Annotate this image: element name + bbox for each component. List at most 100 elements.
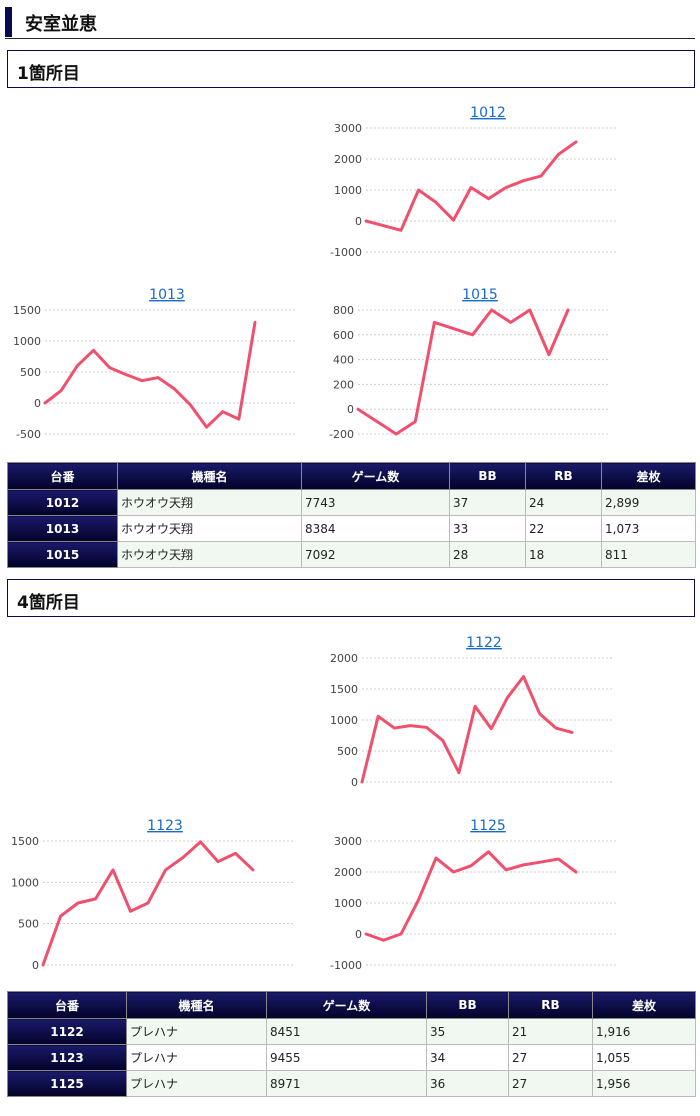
chart-1012: 1012 3000 2000 1000 0 -1000 xyxy=(322,100,616,260)
y-tick-label: 500 xyxy=(18,918,39,931)
unit-number: 1123 xyxy=(7,1044,127,1071)
chart-title[interactable]: 1122 xyxy=(466,635,502,651)
medal-diff: 1,055 xyxy=(592,1044,696,1071)
chart-svg: 1123 1500 1000 500 0 xyxy=(11,818,293,972)
chart-title[interactable]: 1123 xyxy=(147,818,183,834)
chart-1125: 1125 3000 2000 1000 0 -1000 xyxy=(322,813,622,973)
series-line xyxy=(41,840,255,967)
y-tick-label: 1000 xyxy=(11,876,39,889)
y-tick-label: 3000 xyxy=(334,835,362,848)
col-header-unit: 台番 xyxy=(7,462,118,490)
col-header-bb: BB xyxy=(449,462,526,490)
y-tick-label: 800 xyxy=(333,304,354,317)
chart-svg: 1015 800 600 400 200 0 -200 xyxy=(329,287,608,441)
page-heading: 安室並恵 xyxy=(5,5,695,39)
chart-title[interactable]: 1013 xyxy=(149,287,185,303)
series-line xyxy=(360,675,574,784)
y-tick-label: -1000 xyxy=(330,246,362,259)
y-tick-label: 1500 xyxy=(330,683,358,696)
medal-diff: 811 xyxy=(601,541,696,568)
chart-1013: 1013 1500 1000 500 0 -500 xyxy=(5,282,305,442)
y-tick-label: 1000 xyxy=(334,897,362,910)
medal-diff: 1,956 xyxy=(592,1070,696,1097)
col-header-machine: 機種名 xyxy=(126,991,267,1019)
y-tick-label: 1000 xyxy=(334,184,362,197)
y-tick-label: 2000 xyxy=(330,652,358,665)
col-header-machine: 機種名 xyxy=(117,462,302,490)
medal-diff: 1,073 xyxy=(601,515,696,542)
rb-count: 27 xyxy=(508,1044,593,1071)
col-header-rb: RB xyxy=(508,991,593,1019)
y-tick-label: 0 xyxy=(32,959,39,972)
series-line xyxy=(356,308,570,436)
col-header-games: ゲーム数 xyxy=(266,991,427,1019)
y-tick-label: 1500 xyxy=(13,304,41,317)
table-row: 1125 プレハナ 8971 36 27 1,956 xyxy=(7,1070,696,1097)
medal-diff: 2,899 xyxy=(601,489,696,516)
chart-svg: 1125 3000 2000 1000 0 -1000 xyxy=(330,818,616,972)
y-tick-label: -200 xyxy=(329,428,354,441)
machine-name: ホウオウ天翔 xyxy=(117,515,302,542)
machine-name: プレハナ xyxy=(126,1070,267,1097)
chart-svg: 1012 3000 2000 1000 0 -1000 xyxy=(330,105,616,259)
y-tick-label: 3000 xyxy=(334,122,362,135)
game-count: 8384 xyxy=(301,515,450,542)
y-tick-label: -1000 xyxy=(330,959,362,972)
rb-count: 21 xyxy=(508,1018,593,1045)
game-count: 9455 xyxy=(266,1044,427,1071)
col-header-bb: BB xyxy=(426,991,509,1019)
game-count: 8451 xyxy=(266,1018,427,1045)
table-header-row: 台番 機種名 ゲーム数 BB RB 差枚 xyxy=(7,462,696,490)
chart-svg: 1122 2000 1500 1000 500 0 xyxy=(330,635,612,789)
machine-name: ホウオウ天翔 xyxy=(117,489,302,516)
section-header-1: 1箇所目 xyxy=(7,50,695,88)
y-tick-label: 1000 xyxy=(330,714,358,727)
col-header-diff: 差枚 xyxy=(601,462,696,490)
table-header-row: 台番 機種名 ゲーム数 BB RB 差枚 xyxy=(7,991,696,1019)
chart-1122: 1122 2000 1500 1000 500 0 xyxy=(322,630,622,790)
rb-count: 27 xyxy=(508,1070,593,1097)
y-tick-label: 400 xyxy=(333,354,354,367)
bb-count: 37 xyxy=(449,489,526,516)
machine-name: プレハナ xyxy=(126,1018,267,1045)
series-line xyxy=(364,850,578,942)
table-row: 1012 ホウオウ天翔 7743 37 24 2,899 xyxy=(7,489,696,516)
y-tick-label: 0 xyxy=(355,215,362,228)
chart-title[interactable]: 1125 xyxy=(470,818,506,834)
col-header-rb: RB xyxy=(525,462,602,490)
heading-accent-bar xyxy=(5,7,12,37)
unit-number: 1125 xyxy=(7,1070,127,1097)
section-header-4: 4箇所目 xyxy=(7,579,695,617)
bb-count: 35 xyxy=(426,1018,509,1045)
section-label: 4箇所目 xyxy=(17,593,80,613)
unit-number: 1122 xyxy=(7,1018,127,1045)
y-tick-label: 2000 xyxy=(334,866,362,879)
unit-number: 1015 xyxy=(7,541,118,568)
y-tick-label: 0 xyxy=(351,776,358,789)
y-tick-label: 0 xyxy=(355,928,362,941)
rb-count: 18 xyxy=(525,541,602,568)
rb-count: 22 xyxy=(525,515,602,542)
machine-name: プレハナ xyxy=(126,1044,267,1071)
y-tick-label: 0 xyxy=(347,403,354,416)
col-header-diff: 差枚 xyxy=(592,991,696,1019)
chart-svg: 1013 1500 1000 500 0 -500 xyxy=(13,287,295,441)
rb-count: 24 xyxy=(525,489,602,516)
medal-diff: 1,916 xyxy=(592,1018,696,1045)
game-count: 7092 xyxy=(301,541,450,568)
y-tick-label: 500 xyxy=(337,745,358,758)
chart-1015: 1015 800 600 400 200 0 -200 xyxy=(322,282,612,442)
page-title: 安室並恵 xyxy=(25,14,97,35)
bb-count: 34 xyxy=(426,1044,509,1071)
chart-title[interactable]: 1012 xyxy=(470,105,506,121)
y-tick-label: 500 xyxy=(20,366,41,379)
y-tick-label: 1000 xyxy=(13,335,41,348)
y-tick-label: 1500 xyxy=(11,835,39,848)
y-tick-label: -500 xyxy=(16,428,41,441)
series-line xyxy=(364,140,578,232)
chart-title[interactable]: 1015 xyxy=(462,287,498,303)
y-tick-label: 0 xyxy=(34,397,41,410)
table-row: 1013 ホウオウ天翔 8384 33 22 1,073 xyxy=(7,515,696,542)
table-row: 1015 ホウオウ天翔 7092 28 18 811 xyxy=(7,541,696,568)
data-table-1: 台番 機種名 ゲーム数 BB RB 差枚 1012 ホウオウ天翔 7743 37… xyxy=(7,462,696,568)
